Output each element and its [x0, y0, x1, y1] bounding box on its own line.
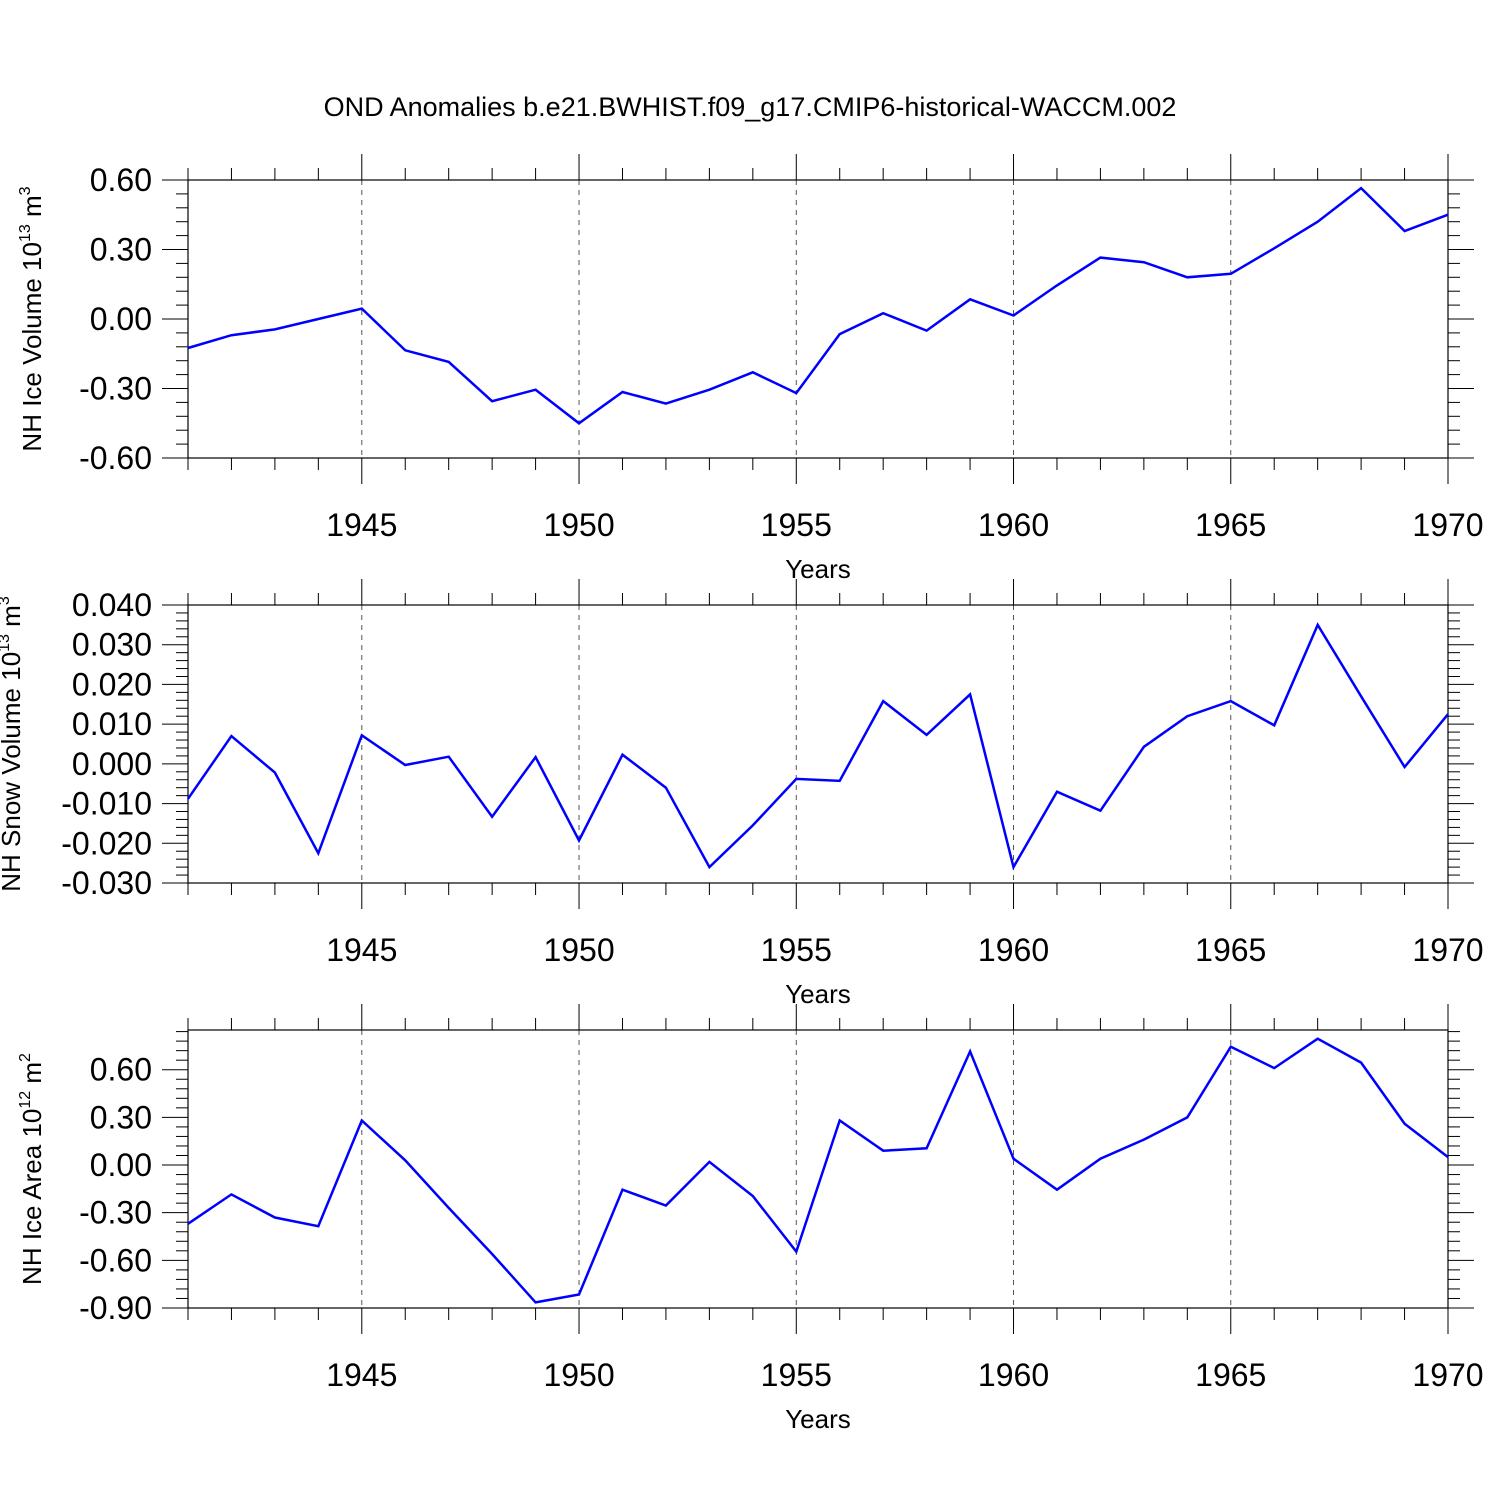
panel-snow-volume-ytick-label: 0.000 [72, 746, 152, 782]
panel-ice-volume-xtick-label: 1970 [1412, 507, 1483, 543]
panel-snow-volume-ytick-label: -0.030 [61, 865, 152, 901]
panel-ice-area-xtick-label: 1965 [1195, 1357, 1266, 1393]
panel-ice-area-xtick-label: 1955 [761, 1357, 832, 1393]
panel-snow-volume-xtick-label: 1970 [1412, 932, 1483, 968]
panel-ice-volume-ytick-label: 0.30 [90, 232, 152, 268]
panel-snow-volume-ytick-label: 0.010 [72, 706, 152, 742]
panel-snow-volume-ytick-label: -0.010 [61, 786, 152, 822]
panel-ice-area: -0.90 -0.60 -0.30 0.00 0.30 0.60 1945 1950 1955 1… [17, 1004, 1484, 1434]
panel-snow-volume-xtick-label: 1945 [326, 932, 397, 968]
panel-ice-area-ytick-label: -0.60 [79, 1242, 152, 1278]
panel-ice-area-ytick-label: 0.60 [90, 1052, 152, 1088]
panel-snow-volume-ytick-label: 0.040 [72, 587, 152, 623]
panel-ice-volume-xtick-label: 1960 [978, 507, 1049, 543]
panel-ice-area-x-axis-label: Years [785, 1404, 851, 1434]
panel-ice-volume-x-axis-label: Years [785, 554, 851, 584]
panel-ice-area-series-line [187, 1037, 1449, 1304]
panel-snow-volume-xtick-label: 1955 [761, 932, 832, 968]
panel-ice-volume: -0.60 -0.30 0.00 0.30 0.60 1945 1950 1955 1960 19… [17, 154, 1484, 584]
panel-ice-area-ytick-label: -0.30 [79, 1195, 152, 1231]
panel-ice-area-y-axis-label: NH Ice Area 1012 m2 [17, 1053, 47, 1285]
panel-snow-volume-y-axis-label: NH Snow Volume 1013 m3 [0, 596, 26, 892]
panel-ice-volume-y-axis-label: NH Ice Volume 1013 m3 [17, 186, 47, 451]
panel-ice-volume-xtick-label: 1945 [326, 507, 397, 543]
panel-snow-volume-ytick-label: 0.020 [72, 666, 152, 702]
panel-ice-volume-xtick-label: 1955 [761, 507, 832, 543]
panel-snow-volume-frame [187, 604, 1449, 884]
panel-snow-volume-ytick-label: -0.020 [61, 825, 152, 861]
panel-snow-volume-xtick-label: 1965 [1195, 932, 1266, 968]
panel-snow-volume-ytick-label: 0.030 [72, 627, 152, 663]
panel-ice-area-frame [187, 1029, 1449, 1309]
panel-ice-area-xtick-label: 1950 [543, 1357, 614, 1393]
panel-ice-volume-xtick-label: 1965 [1195, 507, 1266, 543]
panel-ice-area-ytick-label: 0.00 [90, 1147, 152, 1183]
panel-ice-volume-ytick-label: 0.00 [90, 301, 152, 337]
panel-ice-volume-ytick-label: 0.60 [90, 162, 152, 198]
panel-ice-volume-xtick-label: 1950 [543, 507, 614, 543]
panel-ice-area-ytick-label: 0.30 [90, 1099, 152, 1135]
panel-ice-area-ytick-label: -0.90 [79, 1290, 152, 1326]
panel-snow-volume-xtick-label: 1950 [543, 932, 614, 968]
panel-ice-volume-series-line [187, 186, 1449, 425]
panel-ice-volume-frame [187, 179, 1449, 459]
figure-title: OND Anomalies b.e21.BWHIST.f09_g17.CMIP6… [324, 92, 1177, 122]
panel-ice-volume-ytick-label: -0.60 [79, 440, 152, 476]
panel-ice-area-xtick-label: 1960 [978, 1357, 1049, 1393]
panel-snow-volume-xtick-label: 1960 [978, 932, 1049, 968]
panel-ice-area-xtick-label: 1970 [1412, 1357, 1483, 1393]
panel-ice-area-xtick-label: 1945 [326, 1357, 397, 1393]
panel-snow-volume-x-axis-label: Years [785, 979, 851, 1009]
panel-snow-volume-series-line [186, 622, 1449, 871]
panel-ice-volume-ytick-label: -0.30 [79, 371, 152, 407]
